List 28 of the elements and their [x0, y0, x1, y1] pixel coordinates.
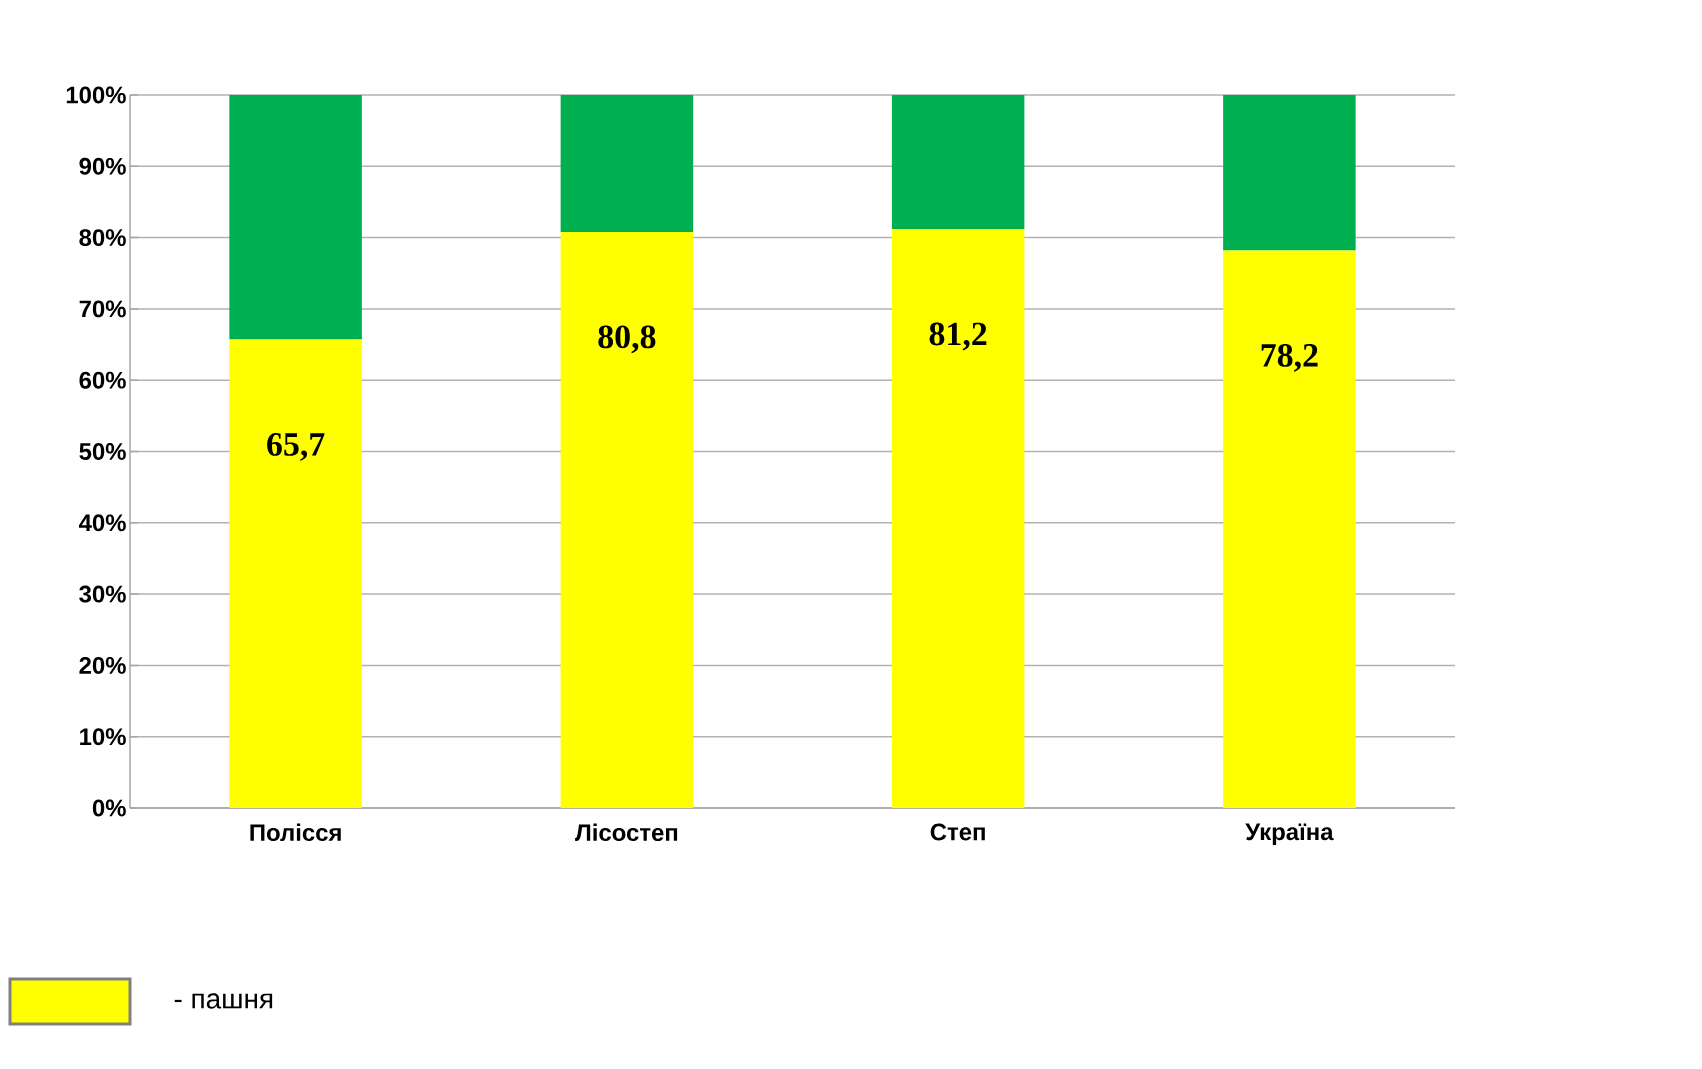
bar [560, 94, 694, 232]
bar [891, 94, 1025, 230]
x-tick-label: Лісостеп [575, 823, 678, 842]
y-tick-label: 70% [79, 300, 126, 318]
data-label: 78,2 [1261, 343, 1318, 372]
bar [891, 229, 1025, 808]
bar [229, 94, 362, 340]
y-tick-label: 80% [79, 229, 126, 247]
bar [1223, 94, 1356, 251]
y-tick-label: 90% [79, 157, 126, 175]
y-tick-label: 10% [80, 728, 126, 746]
x-tick-label: Україна [1245, 823, 1334, 846]
y-tick-label: 30% [79, 585, 126, 603]
data-label: 80,8 [598, 325, 656, 354]
y-tick-label: 20% [79, 656, 126, 674]
y-tick-label: 100% [66, 86, 126, 104]
y-tick-label: 0% [92, 799, 126, 817]
y-tick-label: 50% [79, 443, 126, 460]
bar [229, 339, 362, 808]
bar [1223, 250, 1356, 808]
bar [560, 231, 694, 808]
data-label: 81,2 [929, 322, 987, 351]
data-label: 65,7 [267, 433, 325, 461]
y-tick-label: 60% [79, 371, 126, 389]
x-tick-label: Степ [930, 823, 985, 841]
legend-label: - пашня [174, 993, 273, 1009]
y-tick-label: 40% [78, 514, 126, 532]
x-tick-label: Полісся [250, 823, 341, 842]
